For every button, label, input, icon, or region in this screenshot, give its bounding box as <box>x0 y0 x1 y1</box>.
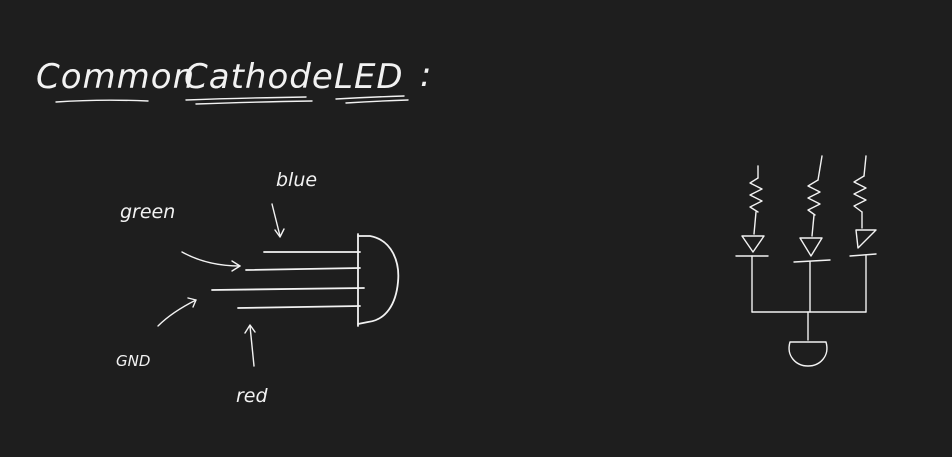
arrow-blue <box>271 203 285 238</box>
label-blue: blue <box>276 169 317 191</box>
underline-led-1 <box>335 95 405 100</box>
led-dome <box>357 235 400 325</box>
diode-triangle-icon <box>799 237 823 257</box>
branch-1 <box>735 165 769 313</box>
branch-2 <box>793 155 831 313</box>
led-lead-red <box>237 305 361 309</box>
title-word-common: Common <box>36 57 195 97</box>
label-gnd: GND <box>116 352 150 370</box>
wire <box>753 211 757 235</box>
label-red: red <box>236 385 269 407</box>
led-lead-green <box>245 267 361 271</box>
diode-bar <box>849 253 877 257</box>
diode-triangle-icon <box>855 229 877 249</box>
led-sketch: blue green GND red <box>116 169 400 407</box>
title-colon: : <box>420 55 432 95</box>
led-lead-gnd <box>211 287 365 291</box>
resistor-icon <box>807 179 821 216</box>
underline-cathode-2 <box>195 100 313 105</box>
underline-common <box>55 99 149 103</box>
title-word-led: LED <box>334 57 404 97</box>
wire <box>863 155 867 177</box>
title-word-cathode: Cathode <box>184 57 334 97</box>
schematic <box>735 155 877 367</box>
ground-symbol-icon <box>788 341 828 367</box>
arrow-gnd <box>157 297 197 327</box>
underline-cathode-1 <box>185 96 307 101</box>
resistor-icon <box>749 177 763 213</box>
label-green: green <box>120 201 175 223</box>
wire <box>817 155 823 181</box>
wire <box>811 214 815 237</box>
diode-triangle-icon <box>741 235 765 253</box>
branch-3 <box>849 155 877 313</box>
resistor-icon <box>853 175 867 213</box>
diode-bar <box>793 259 831 263</box>
title: Common Cathode LED : <box>36 55 432 105</box>
arrow-red <box>244 324 256 367</box>
underline-led-2 <box>345 99 409 104</box>
arrow-green <box>181 251 241 272</box>
